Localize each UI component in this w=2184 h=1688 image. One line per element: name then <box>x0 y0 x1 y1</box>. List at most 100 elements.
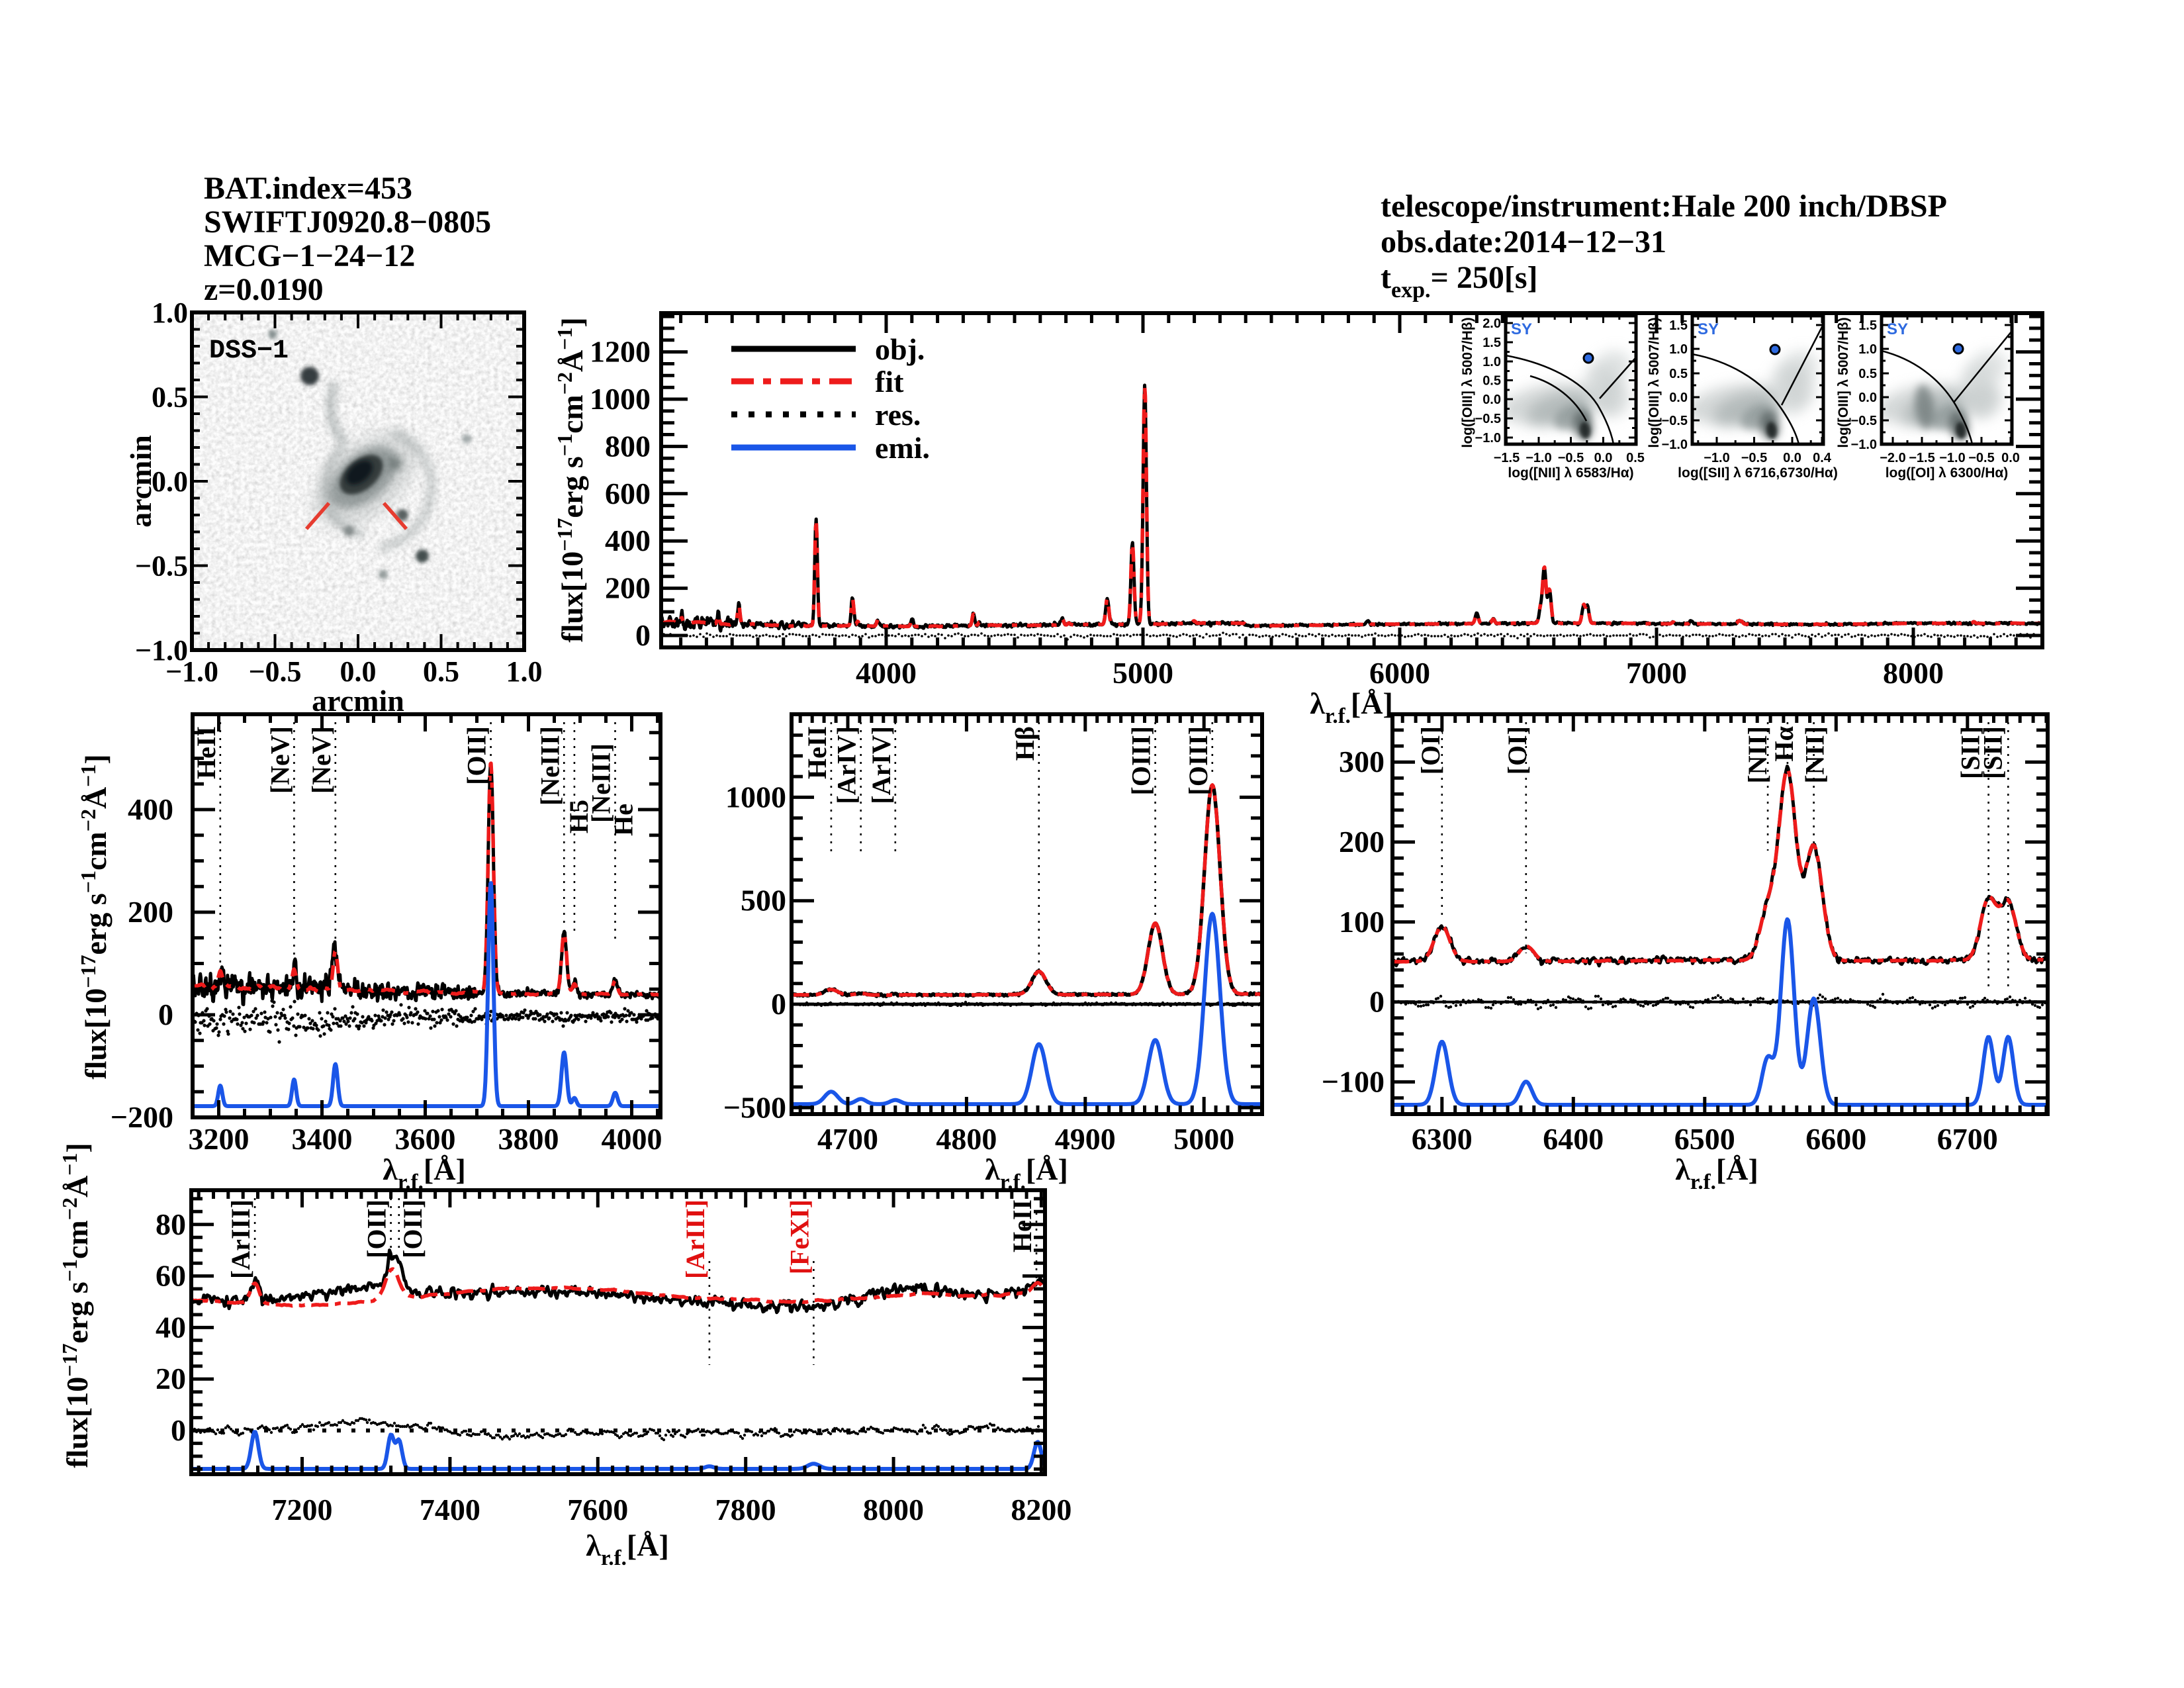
svg-text:−0.5: −0.5 <box>1851 414 1877 428</box>
svg-text:4800: 4800 <box>936 1122 997 1156</box>
svg-text:0.0: 0.0 <box>152 465 188 498</box>
svg-text:800: 800 <box>605 429 651 463</box>
svg-text:0.5: 0.5 <box>423 655 459 688</box>
svg-text:2.0: 2.0 <box>1482 316 1501 331</box>
svg-text:6400: 6400 <box>1543 1122 1604 1156</box>
svg-text:1000: 1000 <box>590 382 651 416</box>
svg-text:−100: −100 <box>1322 1064 1385 1098</box>
svg-text:telescope/instrument:Hale 200: telescope/instrument:Hale 200 inch/DBSP <box>1381 189 1947 224</box>
svg-text:[OI]: [OI] <box>1502 726 1532 774</box>
svg-text:60: 60 <box>156 1259 186 1293</box>
svg-text:1.0: 1.0 <box>506 655 543 688</box>
svg-text:0.0: 0.0 <box>1783 451 1801 465</box>
svg-text:−0.5: −0.5 <box>135 550 188 583</box>
svg-text:log([OIII] λ 5007/Hβ): log([OIII] λ 5007/Hβ) <box>1460 317 1475 447</box>
svg-text:[SII]: [SII] <box>1956 726 1985 779</box>
svg-text:−2.0: −2.0 <box>1880 451 1905 465</box>
svg-text:[ArIII]: [ArIII] <box>226 1199 255 1279</box>
svg-text:6300: 6300 <box>1412 1122 1473 1156</box>
svg-text:8000: 8000 <box>863 1493 924 1526</box>
svg-text:0.0: 0.0 <box>2001 451 2020 465</box>
svg-text:[ArIV]: [ArIV] <box>832 726 862 804</box>
svg-text:log([OIII] λ 5007/Hβ): log([OIII] λ 5007/Hβ) <box>1647 317 1662 447</box>
svg-text:7400: 7400 <box>420 1493 480 1526</box>
svg-text:arcmin: arcmin <box>124 435 158 528</box>
svg-text:SY: SY <box>1511 320 1532 338</box>
svg-text:obj.: obj. <box>875 332 925 366</box>
svg-text:[NII]: [NII] <box>1800 726 1830 784</box>
svg-text:[SII]: [SII] <box>1978 726 2007 779</box>
svg-text:600: 600 <box>605 477 651 510</box>
svg-text:7200: 7200 <box>272 1493 333 1526</box>
svg-text:4700: 4700 <box>817 1122 878 1156</box>
svg-text:[NeIII]: [NeIII] <box>586 743 616 823</box>
svg-text:200: 200 <box>128 895 173 929</box>
svg-text:1.0: 1.0 <box>1482 355 1501 369</box>
svg-text:200: 200 <box>1339 825 1385 859</box>
svg-text:log([NII] λ 6583/Hα): log([NII] λ 6583/Hα) <box>1508 465 1633 481</box>
svg-text:−1.5: −1.5 <box>1909 451 1934 465</box>
svg-text:0.5: 0.5 <box>1669 367 1688 381</box>
svg-text:Hβ: Hβ <box>1010 726 1040 761</box>
svg-text:8200: 8200 <box>1011 1493 1071 1526</box>
svg-text:[OIII]: [OIII] <box>1183 726 1213 795</box>
svg-text:−1.0: −1.0 <box>135 634 188 667</box>
svg-text:SY: SY <box>1887 320 1908 338</box>
svg-text:flux[10−17erg s−1cm−2Å−1]: flux[10−17erg s−1cm−2Å−1] <box>553 317 589 643</box>
svg-text:[NeIII]: [NeIII] <box>535 726 565 806</box>
svg-text:HeII: HeII <box>802 726 832 779</box>
svg-text:[OII]: [OII] <box>462 726 492 785</box>
svg-text:emi.: emi. <box>875 431 930 465</box>
svg-text:0: 0 <box>158 998 173 1031</box>
svg-text:−1.0: −1.0 <box>1525 451 1551 465</box>
svg-text:[OIII]: [OIII] <box>1126 726 1156 795</box>
svg-text:−1.0: −1.0 <box>1939 451 1965 465</box>
svg-text:400: 400 <box>128 792 173 826</box>
svg-text:500: 500 <box>741 884 786 917</box>
svg-text:4000: 4000 <box>602 1122 662 1156</box>
svg-text:300: 300 <box>1339 745 1385 778</box>
svg-text:1.5: 1.5 <box>1482 336 1501 350</box>
svg-text:0.5: 0.5 <box>1626 451 1645 465</box>
svg-text:0: 0 <box>1369 985 1385 1019</box>
svg-text:4000: 4000 <box>856 656 917 690</box>
svg-text:flux[10−17erg s−1cm−2Å−1]: flux[10−17erg s−1cm−2Å−1] <box>76 754 113 1080</box>
svg-text:0.5: 0.5 <box>1482 374 1501 389</box>
svg-text:[OII]: [OII] <box>398 1199 428 1258</box>
svg-text:res.: res. <box>875 398 921 432</box>
svg-text:−1.0: −1.0 <box>1662 438 1688 452</box>
svg-text:40: 40 <box>156 1310 186 1344</box>
svg-text:−0.5: −0.5 <box>248 655 301 688</box>
svg-text:1.0: 1.0 <box>152 297 188 329</box>
svg-text:3200: 3200 <box>189 1122 250 1156</box>
svg-text:arcmin: arcmin <box>312 684 404 718</box>
svg-text:3400: 3400 <box>292 1122 353 1156</box>
svg-text:−1.0: −1.0 <box>1475 431 1501 445</box>
svg-text:0.0: 0.0 <box>1858 391 1877 405</box>
svg-text:−0.5: −0.5 <box>1741 451 1767 465</box>
svg-text:1.0: 1.0 <box>1669 342 1688 357</box>
svg-text:0.0: 0.0 <box>1669 391 1688 405</box>
svg-text:0: 0 <box>171 1413 186 1447</box>
svg-text:0.5: 0.5 <box>152 381 188 414</box>
svg-text:0.0: 0.0 <box>1482 393 1501 407</box>
svg-text:SWIFTJ0920.8−0805: SWIFTJ0920.8−0805 <box>204 205 491 240</box>
svg-text:0: 0 <box>771 987 786 1021</box>
svg-text:HeII: HeII <box>1007 1199 1037 1252</box>
svg-text:−0.5: −0.5 <box>1968 451 1994 465</box>
svg-text:fit: fit <box>875 365 904 399</box>
svg-text:5000: 5000 <box>1113 656 1173 690</box>
svg-text:HeII: HeII <box>191 726 221 779</box>
svg-text:[FeXI]: [FeXI] <box>784 1199 814 1274</box>
svg-text:7000: 7000 <box>1626 656 1687 690</box>
svg-text:flux[10−17erg s−1cm−2Å−1]: flux[10−17erg s−1cm−2Å−1] <box>58 1143 94 1468</box>
svg-text:3600: 3600 <box>395 1122 456 1156</box>
svg-text:[ArIV]: [ArIV] <box>866 726 896 804</box>
svg-text:1200: 1200 <box>590 335 651 369</box>
svg-text:SY: SY <box>1698 320 1719 338</box>
svg-text:20: 20 <box>156 1362 186 1395</box>
svg-text:1.5: 1.5 <box>1858 318 1877 333</box>
svg-text:1.5: 1.5 <box>1669 318 1688 333</box>
svg-text:0.0: 0.0 <box>340 655 377 688</box>
svg-text:λr.f.[Å]: λr.f.[Å] <box>985 1152 1068 1194</box>
